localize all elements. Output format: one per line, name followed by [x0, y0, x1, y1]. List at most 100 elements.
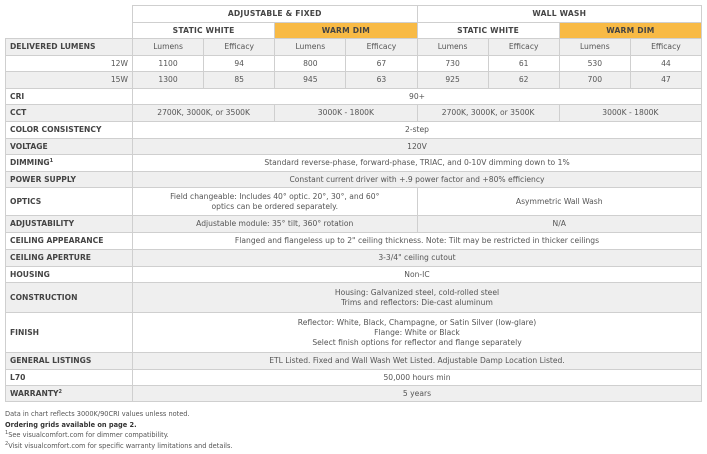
- optics-row: OPTICS Field changeable: Includes 40° op…: [5, 187, 702, 216]
- footnote-mark: 2: [5, 440, 9, 447]
- label-text: DIMMING: [10, 158, 50, 167]
- row-label: CONSTRUCTION: [5, 282, 133, 313]
- cell: 2-step: [132, 121, 702, 139]
- row-label: CCT: [5, 104, 133, 122]
- housing-row: HOUSING Non-IC: [5, 266, 702, 283]
- subgroup-static-white: STATIC WHITE: [131, 22, 276, 39]
- table-row-15w: 15W 1300 85 945 63 925 62 700 47: [5, 71, 703, 89]
- column-header: Efficacy: [629, 38, 703, 56]
- row-label: COLOR CONSISTENCY: [5, 121, 133, 139]
- cell: 90+: [132, 88, 702, 105]
- label-text: WARRANTY: [10, 388, 59, 398]
- cell: Standard reverse-phase, forward-phase, T…: [132, 154, 702, 172]
- cell: 120V: [132, 138, 702, 155]
- row-label: CEILING APPEARANCE: [5, 232, 133, 250]
- delivered-lumens-row: DELIVERED LUMENS Lumens Efficacy Lumens …: [5, 38, 703, 56]
- row-label: L70: [5, 369, 133, 386]
- ceiling-aperture-row: CEILING APERTURE 3-3/4" ceiling cutout: [5, 249, 702, 267]
- column-header: Lumens: [131, 38, 205, 56]
- cell: 1100: [131, 55, 205, 72]
- power-supply-row: POWER SUPPLY Constant current driver wit…: [5, 171, 702, 188]
- cct-row: CCT 2700K, 3000K, or 3500K 3000K - 1800K…: [5, 104, 703, 122]
- cell: Flanged and flangeless up to 2" ceiling …: [132, 232, 702, 250]
- general-listings-row: GENERAL LISTINGS ETL Listed. Fixed and W…: [5, 352, 702, 370]
- cell-line: Trims and reflectors: Die-cast aluminum: [341, 297, 493, 307]
- row-label: 15W: [5, 71, 133, 89]
- cell: 2700K, 3000K, or 3500K: [131, 104, 276, 122]
- column-header: Lumens: [274, 38, 347, 56]
- ceiling-appearance-row: CEILING APPEARANCE Flanged and flangeles…: [5, 232, 702, 250]
- data-note: Data in chart reflects 3000K/90CRI value…: [5, 410, 190, 418]
- finish-row: FINISH Reflector: White, Black, Champagn…: [5, 312, 702, 353]
- cell: 63: [345, 71, 418, 89]
- row-label: POWER SUPPLY: [5, 171, 133, 188]
- cell: 925: [416, 71, 489, 89]
- cell: 3000K - 1800K: [558, 104, 703, 122]
- color-consistency-row: COLOR CONSISTENCY 2-step: [5, 121, 702, 139]
- cell-line: Select finish options for reflector and …: [312, 337, 522, 347]
- row-label: WARRANTY2: [5, 385, 133, 402]
- cell: 44: [629, 55, 703, 72]
- row-label: HOUSING: [5, 266, 133, 283]
- cell-line: Housing: Galvanized steel, cold-rolled s…: [334, 287, 500, 297]
- row-label: GENERAL LISTINGS: [5, 352, 133, 370]
- cell: N/A: [416, 215, 702, 233]
- column-header: Lumens: [558, 38, 631, 56]
- row-label: FINISH: [5, 312, 133, 353]
- footnote-2: 2Visit visualcomfort.com for specific wa…: [5, 441, 233, 452]
- group-adjustable-fixed: ADJUSTABLE & FIXED: [132, 5, 418, 23]
- footnote-mark: 2: [58, 388, 63, 395]
- footnote-mark: 1: [49, 158, 54, 164]
- table-row-12w: 12W 1100 94 800 67 730 61 530 44: [5, 55, 703, 72]
- row-label: OPTICS: [5, 187, 133, 216]
- column-header: Efficacy: [487, 38, 560, 56]
- cell: Asymmetric Wall Wash: [416, 187, 702, 216]
- cell-line: Reflector: White, Black, Champagne, or S…: [297, 317, 537, 327]
- footnote-text: Visit visualcomfort.com for specific war…: [8, 441, 233, 450]
- ordering-note: Ordering grids available on page 2.: [5, 420, 137, 429]
- footnotes: Data in chart reflects 3000K/90CRI value…: [5, 409, 233, 451]
- cell: 730: [416, 55, 489, 72]
- row-label: ADJUSTABILITY: [5, 215, 133, 233]
- subgroup-warm-dim: WARM DIM: [558, 22, 703, 39]
- column-header: Lumens: [416, 38, 489, 56]
- cell: Non-IC: [132, 266, 702, 283]
- subgroup-static-white: STATIC WHITE: [416, 22, 560, 39]
- cell: 85: [203, 71, 276, 89]
- dimming-row: DIMMING1 Standard reverse-phase, forward…: [5, 154, 702, 172]
- spec-table: ADJUSTABLE & FIXED WALL WASH STATIC WHIT…: [5, 5, 703, 402]
- cell: 50,000 hours min: [132, 369, 702, 386]
- cell: 5 years: [132, 385, 702, 402]
- cell: 700: [558, 71, 631, 89]
- row-label: DIMMING1: [5, 154, 133, 172]
- warranty-row: WARRANTY2 5 years: [5, 385, 702, 402]
- cri-row: CRI 90+: [5, 88, 702, 105]
- corner-cell: [5, 5, 133, 39]
- cell: 47: [629, 71, 703, 89]
- cell: 61: [487, 55, 560, 72]
- l70-row: L70 50,000 hours min: [5, 369, 702, 386]
- voltage-row: VOLTAGE 120V: [5, 138, 702, 155]
- subgroup-warm-dim: WARM DIM: [274, 22, 418, 39]
- cell: 530: [558, 55, 631, 72]
- cell: 1300: [131, 71, 205, 89]
- row-label: DELIVERED LUMENS: [5, 38, 133, 56]
- cell: 94: [203, 55, 276, 72]
- cell: 67: [345, 55, 418, 72]
- cell: ETL Listed. Fixed and Wall Wash Wet List…: [132, 352, 702, 370]
- cell-line: Flange: White or Black: [374, 327, 460, 337]
- cell: Reflector: White, Black, Champagne, or S…: [132, 312, 702, 353]
- footnote-mark: 1: [5, 430, 9, 437]
- cell: Adjustable module: 35° tilt, 360° rotati…: [132, 215, 418, 233]
- construction-row: CONSTRUCTION Housing: Galvanized steel, …: [5, 282, 702, 313]
- cell: 62: [487, 71, 560, 89]
- row-label: CRI: [5, 88, 133, 105]
- cell: 3-3/4" ceiling cutout: [132, 249, 702, 267]
- cell: 945: [274, 71, 347, 89]
- group-wall-wash: WALL WASH: [416, 5, 702, 23]
- cell: Housing: Galvanized steel, cold-rolled s…: [132, 282, 702, 313]
- row-label: CEILING APERTURE: [5, 249, 133, 267]
- column-header: Efficacy: [203, 38, 276, 56]
- adjustability-row: ADJUSTABILITY Adjustable module: 35° til…: [5, 215, 702, 233]
- footnote-text: See visualcomfort.com for dimmer compati…: [8, 431, 169, 440]
